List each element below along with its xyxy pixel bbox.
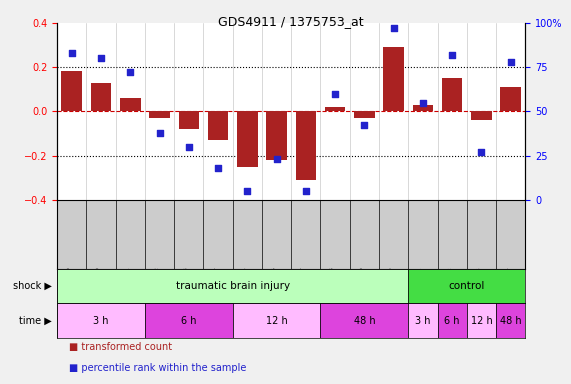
Text: GSM591743: GSM591743 [184,266,189,304]
Text: 48 h: 48 h [353,316,375,326]
Point [214,165,223,171]
Bar [408,269,525,303]
Bar [266,111,287,160]
Bar [149,111,170,118]
Point [96,55,106,61]
Text: 3 h: 3 h [415,316,431,326]
Point [301,188,311,194]
Text: 12 h: 12 h [471,316,492,326]
Bar [145,303,233,338]
Bar [325,107,345,111]
Bar [413,105,433,111]
Point [448,52,457,58]
Text: 6 h: 6 h [181,316,196,326]
Point [126,70,135,76]
Bar [57,269,408,303]
Bar [233,303,320,338]
Text: GSM591741: GSM591741 [125,266,130,304]
Point [477,149,486,155]
Point [272,156,281,162]
Text: GSM591750: GSM591750 [389,266,393,304]
Text: GSM591739: GSM591739 [67,266,72,304]
Bar [467,303,496,338]
Bar [500,87,521,111]
Point [360,122,369,129]
Bar [354,111,375,118]
Bar [320,303,408,338]
Bar [496,303,525,338]
Point [506,59,515,65]
Text: GSM591748: GSM591748 [330,266,335,304]
Point [67,50,77,56]
Text: GSM591744: GSM591744 [213,266,218,304]
Text: control: control [449,281,485,291]
Text: GSM591752: GSM591752 [447,266,452,304]
Bar [179,111,199,129]
Point [389,25,398,31]
Point [184,144,194,150]
Text: GSM591751: GSM591751 [418,266,423,304]
Bar [471,111,492,120]
Text: GSM591745: GSM591745 [242,266,247,304]
Text: ■ percentile rank within the sample: ■ percentile rank within the sample [69,363,246,373]
Bar [120,98,140,111]
Text: GSM591746: GSM591746 [272,266,276,304]
Text: GSM591747: GSM591747 [301,266,306,304]
Text: ■ transformed count: ■ transformed count [69,342,172,352]
Text: GDS4911 / 1375753_at: GDS4911 / 1375753_at [218,15,364,28]
Text: traumatic brain injury: traumatic brain injury [176,281,289,291]
Bar [62,71,82,111]
Bar [91,83,111,111]
Bar [296,111,316,180]
Text: GSM591749: GSM591749 [359,266,364,304]
Text: shock ▶: shock ▶ [13,281,51,291]
Text: time ▶: time ▶ [19,316,51,326]
Bar [442,78,463,111]
Bar [383,47,404,111]
Bar [57,303,145,338]
Text: 12 h: 12 h [266,316,287,326]
Text: GSM591753: GSM591753 [476,266,481,304]
Bar [237,111,258,167]
Point [243,188,252,194]
Text: 48 h: 48 h [500,316,521,326]
Point [331,91,340,97]
Text: GSM591742: GSM591742 [155,266,159,304]
Bar [408,303,437,338]
Bar [437,303,467,338]
Text: 6 h: 6 h [444,316,460,326]
Text: GSM591754: GSM591754 [506,266,510,304]
Text: 3 h: 3 h [93,316,108,326]
Bar [208,111,228,140]
Point [155,129,164,136]
Text: GSM591740: GSM591740 [96,266,101,304]
Point [419,99,428,106]
